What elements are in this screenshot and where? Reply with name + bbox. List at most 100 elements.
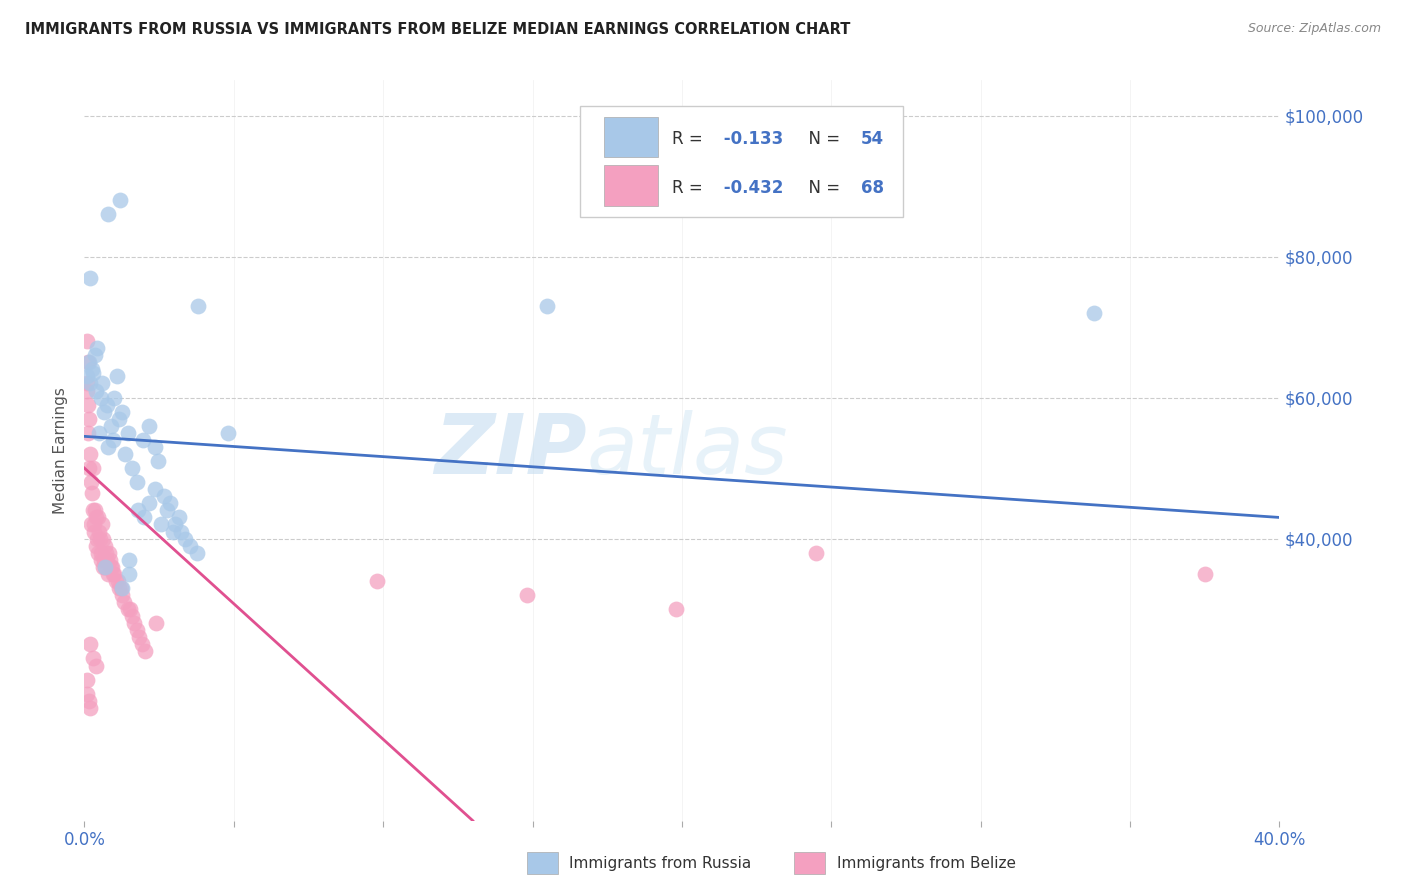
Point xyxy=(96,398,118,412)
Point xyxy=(97,207,120,221)
Text: ZIP: ZIP xyxy=(433,410,586,491)
Point xyxy=(77,411,100,425)
Point xyxy=(143,440,166,454)
Point xyxy=(79,637,101,651)
Point xyxy=(103,391,125,405)
Text: atlas: atlas xyxy=(586,410,787,491)
Point xyxy=(90,517,112,532)
Point xyxy=(82,651,104,665)
Point xyxy=(131,433,153,447)
Text: N =: N = xyxy=(797,178,845,196)
Point xyxy=(806,546,828,560)
Point xyxy=(101,559,124,574)
Point xyxy=(107,411,129,425)
Point xyxy=(145,616,167,631)
Point xyxy=(91,559,114,574)
Point xyxy=(145,482,167,496)
Point xyxy=(84,384,107,398)
Point xyxy=(97,440,120,454)
Point xyxy=(111,405,134,419)
Point xyxy=(187,299,209,313)
Point xyxy=(174,532,197,546)
Point xyxy=(76,334,98,348)
Point xyxy=(80,485,103,500)
Point xyxy=(77,398,100,412)
Point xyxy=(77,355,100,369)
Point xyxy=(103,566,125,581)
Point xyxy=(97,566,120,581)
Point xyxy=(125,475,148,490)
Point xyxy=(79,447,101,461)
Text: Immigrants from Russia: Immigrants from Russia xyxy=(569,856,752,871)
Point xyxy=(87,510,110,524)
Point xyxy=(125,624,148,638)
Text: R =: R = xyxy=(672,130,709,148)
Point xyxy=(117,553,139,567)
Point xyxy=(148,454,170,468)
Point xyxy=(118,602,141,616)
Point xyxy=(98,553,121,567)
Point xyxy=(80,517,103,532)
Point xyxy=(110,581,132,595)
Point xyxy=(127,503,149,517)
Point xyxy=(82,461,104,475)
Point xyxy=(79,376,101,391)
Point xyxy=(153,489,176,503)
Point xyxy=(179,539,201,553)
Point xyxy=(94,546,117,560)
Point xyxy=(76,369,98,384)
Point xyxy=(117,425,139,440)
Point xyxy=(112,595,135,609)
Point xyxy=(83,503,105,517)
Point xyxy=(536,299,558,313)
Point xyxy=(82,503,104,517)
Point xyxy=(93,559,115,574)
Point xyxy=(76,376,98,391)
Point xyxy=(86,532,108,546)
Point xyxy=(104,574,127,588)
Point xyxy=(169,510,191,524)
Point xyxy=(76,673,98,687)
Point xyxy=(111,581,134,595)
Point xyxy=(162,524,184,539)
Text: -0.133: -0.133 xyxy=(718,130,783,148)
Point xyxy=(516,588,538,602)
Point xyxy=(665,602,688,616)
Point xyxy=(84,510,107,524)
Text: N =: N = xyxy=(797,130,845,148)
Point xyxy=(83,517,105,532)
Point xyxy=(1083,306,1105,320)
Point xyxy=(107,574,129,588)
FancyBboxPatch shape xyxy=(581,106,903,218)
Text: Immigrants from Belize: Immigrants from Belize xyxy=(837,856,1015,871)
Point xyxy=(186,546,208,560)
Point xyxy=(101,566,124,581)
Text: IMMIGRANTS FROM RUSSIA VS IMMIGRANTS FROM BELIZE MEDIAN EARNINGS CORRELATION CHA: IMMIGRANTS FROM RUSSIA VS IMMIGRANTS FRO… xyxy=(25,22,851,37)
Point xyxy=(77,355,100,369)
Point xyxy=(87,546,110,560)
Point xyxy=(93,559,115,574)
Point xyxy=(77,425,100,440)
Point xyxy=(83,524,105,539)
Text: 54: 54 xyxy=(862,130,884,148)
Point xyxy=(105,369,128,384)
Point xyxy=(138,496,160,510)
Point xyxy=(366,574,388,588)
Point xyxy=(108,193,131,207)
Point xyxy=(79,270,101,285)
Text: -0.432: -0.432 xyxy=(718,178,783,196)
Point xyxy=(132,510,155,524)
Point xyxy=(117,566,139,581)
Text: 68: 68 xyxy=(862,178,884,196)
Point xyxy=(84,658,107,673)
Point xyxy=(100,418,122,433)
Point xyxy=(97,546,120,560)
Bar xyxy=(605,117,658,157)
Point xyxy=(100,559,122,574)
Point xyxy=(87,524,110,539)
Point xyxy=(82,366,104,380)
Point xyxy=(117,602,139,616)
Point xyxy=(170,524,193,539)
Point xyxy=(90,376,112,391)
Point xyxy=(91,532,114,546)
